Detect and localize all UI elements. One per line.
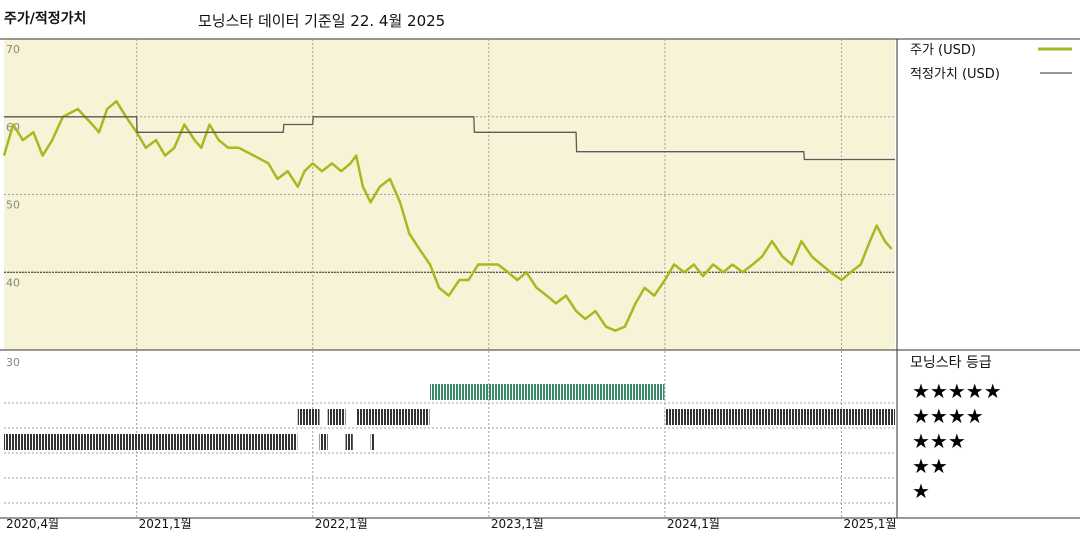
x-tick-label: 2021,1월 <box>139 517 192 531</box>
y-tick-label: 70 <box>6 43 20 56</box>
rating-band-3star <box>345 434 353 450</box>
rating-band-3star <box>4 434 298 450</box>
rating-legend-stars: ★★★ <box>912 429 966 453</box>
chart-title-center: 모닝스타 데이터 기준일 22. 4월 2025 <box>198 12 446 30</box>
y-tick-label: 30 <box>6 356 20 369</box>
rating-legend-stars: ★★★★★ <box>912 379 1002 403</box>
x-tick-label: 2023,1월 <box>491 517 544 531</box>
rating-band-4star <box>356 409 430 425</box>
x-tick-label: 2024,1월 <box>667 517 720 531</box>
rating-band-4star <box>327 409 346 425</box>
y-tick-label: 50 <box>6 199 20 212</box>
fair-value-line <box>4 116 895 161</box>
chart-title-left: 주가/적정가치 <box>4 11 87 27</box>
x-tick-label: 2020,4월 <box>6 517 59 531</box>
rating-legend-stars: ★ <box>912 479 930 503</box>
x-tick-label: 2025,1월 <box>843 517 896 531</box>
rating-legend-stars: ★★★★ <box>912 404 984 428</box>
price-line <box>2 99 893 332</box>
y-tick-label: 40 <box>6 276 20 289</box>
legend-label: 적정가치 (USD) <box>910 67 1000 82</box>
rating-band-3star <box>319 434 328 450</box>
rating-legend-title: 모닝스타 등급 <box>910 355 992 371</box>
rating-band-3star <box>370 434 375 450</box>
legend-label: 주가 (USD) <box>910 43 976 58</box>
rating-band-4star <box>664 409 895 425</box>
x-tick-label: 2022,1월 <box>315 517 368 531</box>
rating-legend-stars: ★★ <box>912 454 948 478</box>
rating-band-4star <box>297 409 320 425</box>
rating-band-5star <box>429 384 665 400</box>
